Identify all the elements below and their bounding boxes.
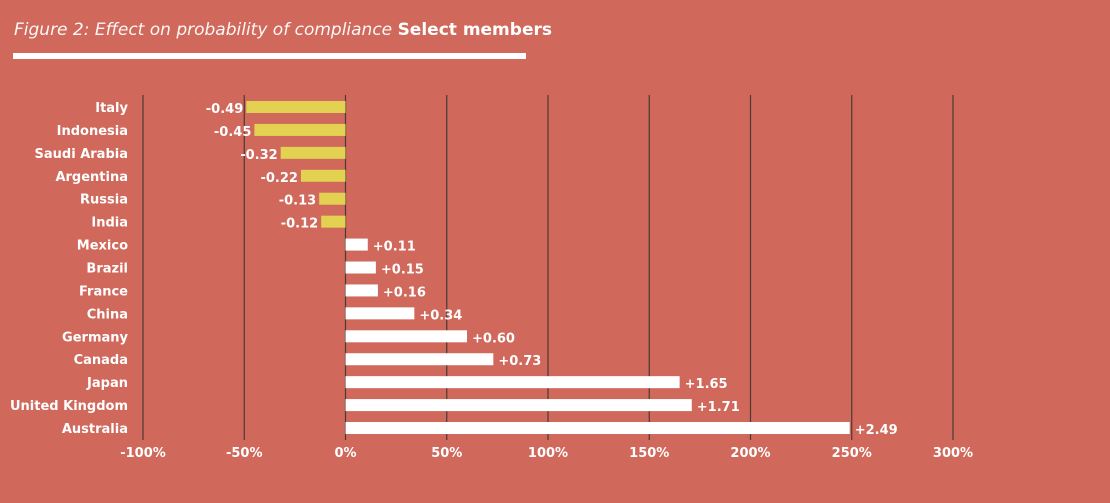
bar — [319, 192, 346, 205]
bar — [321, 215, 346, 228]
value-label: +0.73 — [498, 354, 541, 369]
category-label: China — [87, 307, 128, 322]
x-tick-label: -100% — [120, 446, 166, 461]
value-label: -0.13 — [279, 194, 316, 209]
bar — [280, 146, 346, 159]
category-label: Russia — [80, 193, 128, 208]
x-tick-label: -50% — [226, 446, 263, 461]
bar — [345, 422, 850, 435]
category-label: Germany — [62, 330, 128, 345]
category-label: India — [91, 216, 128, 231]
value-label: -0.22 — [260, 171, 297, 186]
value-label: +1.65 — [685, 377, 728, 392]
chart-title: Figure 2: Effect on probability of compl… — [14, 20, 552, 40]
bar — [345, 330, 467, 343]
bar — [345, 353, 494, 366]
value-label: +0.34 — [419, 308, 462, 323]
x-tick-label: 50% — [431, 446, 462, 461]
bar — [345, 399, 692, 412]
x-tick-label: 250% — [832, 446, 872, 461]
value-label: +0.16 — [383, 285, 426, 300]
x-tick-label: 0% — [334, 446, 356, 461]
category-label: United Kingdom — [10, 399, 128, 414]
value-label: +0.60 — [472, 331, 515, 346]
category-label: Indonesia — [57, 124, 128, 139]
category-label: Canada — [74, 353, 128, 368]
value-label: +2.49 — [855, 423, 898, 438]
subtitle-text: Select members — [397, 20, 552, 40]
bar — [345, 238, 368, 251]
value-label: -0.49 — [206, 102, 243, 117]
bar — [345, 284, 378, 297]
category-label: Australia — [62, 422, 128, 437]
title-underline — [13, 53, 526, 59]
category-label: Japan — [86, 376, 128, 391]
bar — [345, 261, 376, 274]
value-label: -0.12 — [281, 217, 318, 232]
bar — [246, 101, 346, 113]
category-label: Brazil — [86, 262, 128, 277]
category-label: France — [79, 284, 128, 299]
title-text: Figure 2: Effect on probability of compl… — [14, 20, 393, 40]
category-label: Saudi Arabia — [35, 147, 128, 162]
bar — [300, 169, 346, 182]
value-label: +1.71 — [697, 400, 740, 415]
category-label: Italy — [95, 101, 128, 116]
value-label: +0.11 — [373, 240, 416, 255]
value-label: -0.32 — [240, 148, 277, 163]
x-tick-label: 200% — [730, 446, 770, 461]
bar — [345, 376, 680, 389]
bar — [345, 307, 415, 320]
category-label: Argentina — [55, 170, 128, 185]
x-tick-label: 150% — [629, 446, 669, 461]
value-label: -0.45 — [214, 125, 251, 140]
x-tick-label: 100% — [528, 446, 568, 461]
x-tick-label: 300% — [933, 446, 973, 461]
category-label: Mexico — [77, 239, 128, 254]
value-label: +0.15 — [381, 263, 424, 278]
bar — [254, 123, 346, 136]
